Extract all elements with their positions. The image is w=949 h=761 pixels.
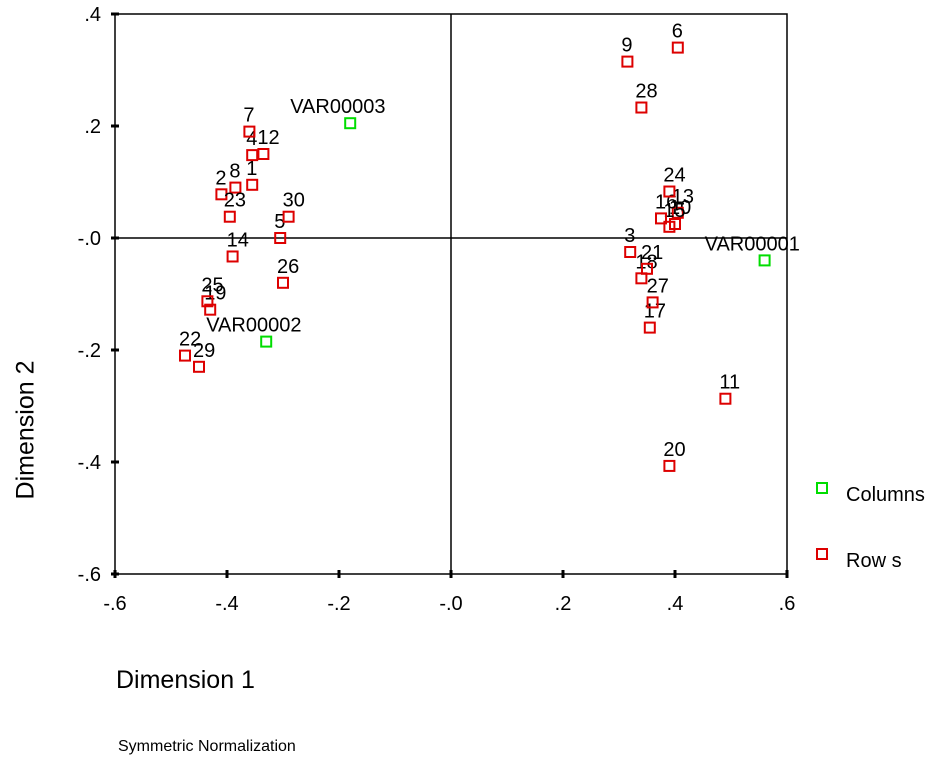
data-point-marker [282,210,295,223]
data-point-marker [671,206,684,219]
x-tick-label: .4 [667,593,684,615]
data-point-marker [193,360,205,373]
y-tick-label: -.0 [78,228,101,250]
x-tick-label: -.4 [215,593,238,615]
legend-columns-marker-icon [816,481,828,494]
data-point-label: 7 [243,105,254,127]
data-point-label: 12 [257,127,279,149]
x-tick-label: .2 [555,593,572,615]
data-point-label: 21 [641,242,663,264]
data-point-marker [274,232,287,244]
y-tick-label: .4 [84,4,101,26]
points-layer: VAR00001VAR00002VAR000031234567891011121… [179,21,800,472]
legend-item-rows: Row s [816,547,902,573]
data-point-label: 5 [274,211,285,233]
y-axis-label-text: Dimension 2 [11,360,40,500]
data-point-label: 20 [663,439,685,461]
y-tick-label: -.4 [78,452,101,474]
data-point-marker [635,101,648,114]
data-point-marker [260,335,273,348]
data-point-marker [641,262,653,275]
data-point-label: 25 [201,274,223,296]
data-point-label: 15 [663,200,685,222]
data-point-label: 28 [635,81,657,103]
data-point-label: 22 [179,329,201,351]
data-point-label: 2 [215,167,226,189]
y-tick-label: -.6 [78,564,101,586]
data-point-marker [344,117,357,130]
data-point-marker [719,392,732,405]
data-point-marker [201,295,214,308]
data-point-label: 19 [204,283,226,305]
data-point-marker [671,41,684,54]
data-point-label: 13 [672,186,694,208]
data-point-label: 17 [644,301,666,323]
data-point-marker [223,210,236,223]
data-point-marker [277,276,289,289]
data-point-marker [621,55,634,68]
data-point-marker [226,250,239,263]
data-point-label: 11 [719,372,740,394]
data-point-marker [204,303,217,316]
x-axis-label: Dimension 1 [116,666,255,694]
y-axis-label: Dimension 2 [6,250,46,610]
data-point-marker [246,178,259,191]
data-point-label: 3 [624,225,635,247]
data-point-label: VAR00002 [206,315,301,337]
legend-columns-label: Columns [846,484,925,506]
x-tick-label: -.2 [327,593,350,615]
data-point-label: 27 [647,275,669,297]
data-point-marker [663,185,676,198]
data-point-marker [758,254,771,267]
x-tick-label: -.0 [439,593,462,615]
data-point-marker [646,296,659,309]
data-point-label: 6 [672,21,683,43]
data-point-label: 29 [193,340,215,362]
data-point-marker [635,272,648,285]
data-point-label: 30 [283,190,305,212]
data-point-marker [215,188,228,201]
data-point-label: 26 [277,256,299,278]
axes-layer: -.6 -.4 -.2 -.0 .2 .4 .6 .4 .2 -.0 -.2 -.4 -.6 [78,4,796,615]
data-point-marker [643,321,656,334]
data-point-label: 24 [663,165,685,187]
y-tick-label: -.2 [78,340,101,362]
data-point-marker [246,149,259,162]
data-point-marker [655,212,667,225]
x-tick-label: -.6 [103,593,126,615]
data-point-marker [229,181,242,194]
legend-rows-marker-icon [816,547,828,560]
data-point-label: VAR00003 [290,96,385,118]
data-point-marker [257,148,270,160]
data-point-marker [663,459,676,472]
data-point-label: VAR00001 [705,233,800,255]
data-point-label: 23 [224,190,246,212]
data-point-marker [243,125,256,138]
data-point-label: 4 [246,128,257,150]
normalization-footnote: Symmetric Normalization [118,738,296,755]
data-point-marker [624,246,637,258]
legend-item-columns: Columns [816,481,925,507]
data-point-label: 1 [246,158,257,180]
legend-rows-label: Row s [846,550,902,572]
data-point-label: 9 [621,35,632,57]
data-point-marker [663,220,676,233]
data-point-label: 8 [229,161,240,183]
data-point-marker [179,349,191,362]
data-point-label: 14 [227,229,249,251]
x-tick-label: .6 [779,593,796,615]
y-tick-label: .2 [84,116,101,138]
